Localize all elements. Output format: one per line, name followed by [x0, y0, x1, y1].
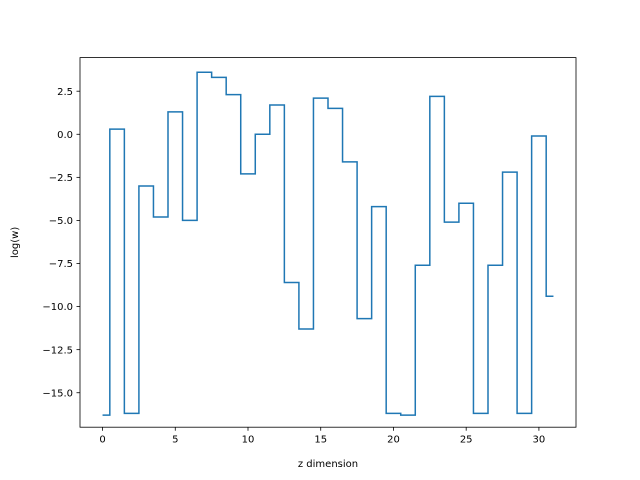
- x-tick-label: 0: [99, 435, 105, 446]
- y-tick-label: −5.0: [49, 216, 73, 227]
- x-tick-label: 25: [460, 435, 473, 446]
- y-axis-label: log(w): [10, 227, 21, 258]
- y-tick-label: −15.0: [42, 388, 73, 399]
- x-axis-label: z dimension: [298, 459, 358, 470]
- y-tick-label: −12.5: [42, 345, 73, 356]
- y-tick-label: 2.5: [57, 87, 73, 98]
- x-tick-label: 30: [533, 435, 546, 446]
- x-tick-label: 10: [242, 435, 255, 446]
- x-tick-label: 15: [314, 435, 327, 446]
- x-tick-label: 20: [387, 435, 400, 446]
- series-line-0: [102, 71, 554, 416]
- y-tick-label: 0.0: [57, 130, 73, 141]
- y-tick-label: −7.5: [49, 259, 73, 270]
- y-tick-label: −2.5: [49, 173, 73, 184]
- y-tick-label: −10.0: [42, 302, 73, 313]
- x-tick-label: 5: [172, 435, 178, 446]
- plot-frame: [79, 57, 577, 428]
